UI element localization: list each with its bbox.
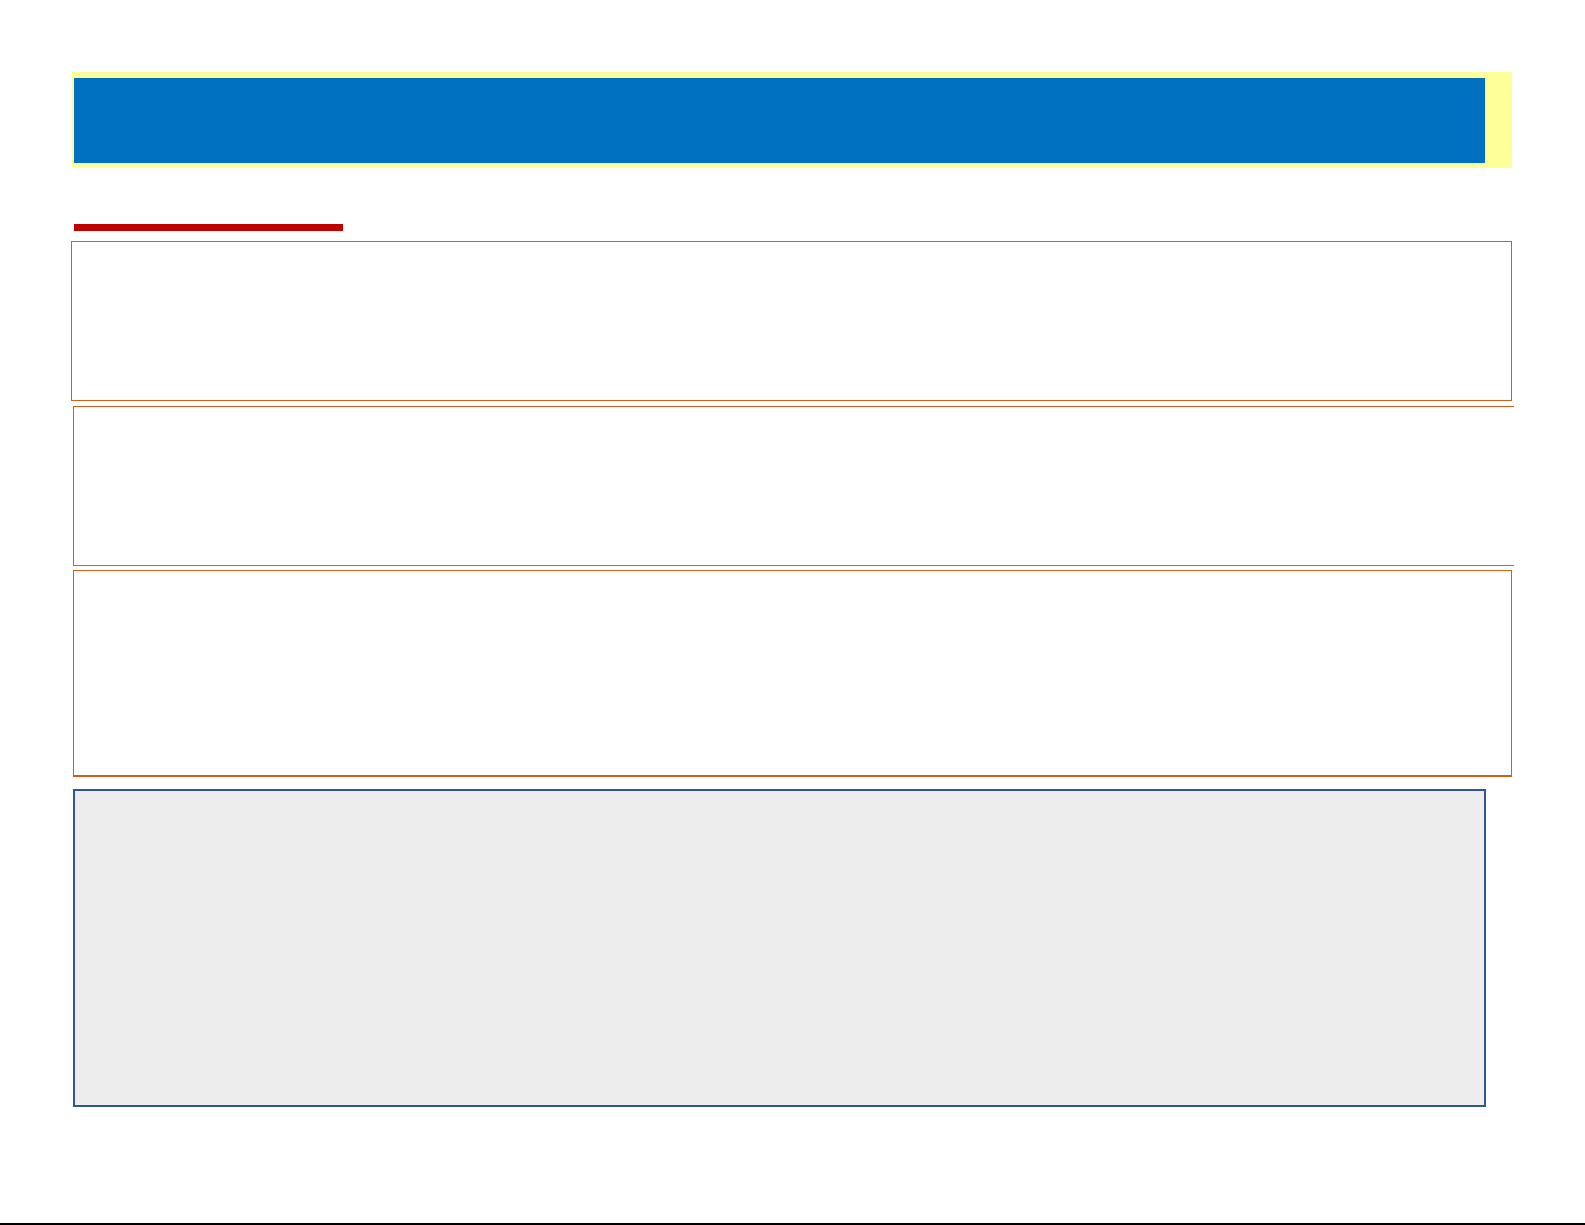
section-accent-bar: [74, 224, 343, 231]
content-panel-3: [73, 570, 1512, 777]
info-panel: [73, 789, 1486, 1107]
content-panel-1: [71, 241, 1512, 401]
header-banner: [74, 78, 1485, 163]
bottom-divider: [0, 1223, 1585, 1225]
content-panel-2: [73, 406, 1514, 566]
